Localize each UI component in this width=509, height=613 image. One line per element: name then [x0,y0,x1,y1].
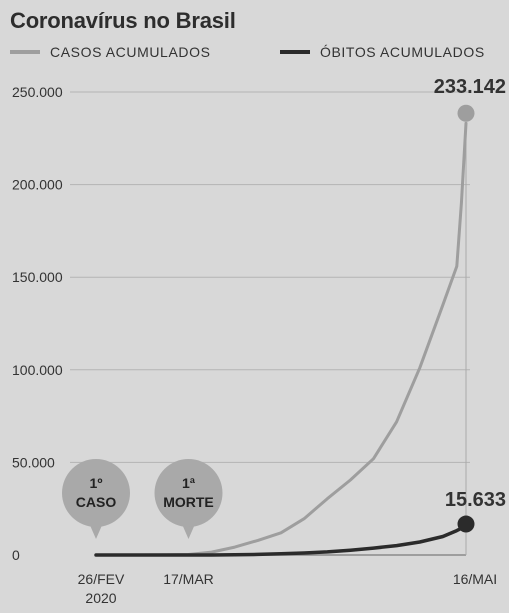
annotation-bubble-1 [154,459,223,527]
y-tick-label-5: 250.000 [12,84,63,100]
y-tick-label-4: 200.000 [12,177,63,193]
annotation-bubble-0 [62,459,130,527]
annotation-pointer-0 [89,523,103,539]
y-tick-label-3: 150.000 [12,269,63,285]
series-line-1 [94,524,468,557]
annotation-pointer-1 [181,523,196,539]
series-end-dot-0 [457,104,475,122]
annotation-text-1-1: MORTE [163,494,214,510]
series-end-label-1: 15.633 [445,489,506,511]
x-tick-label-2-0: 16/MAI [453,571,497,587]
y-tick-label-1: 50.000 [12,454,55,470]
page-title: Coronavírus no Brasil [10,8,236,33]
series-line-0 [94,121,468,557]
legend-item-deaths: ÓBITOS ACUMULADOS [280,44,485,60]
annotation-text-1-0: 1ª [182,475,196,491]
legend-swatch-cases [10,50,40,54]
legend-label-deaths: ÓBITOS ACUMULADOS [320,44,485,60]
x-tick-label-0-1: 2020 [85,590,116,606]
legend-swatch-deaths [280,50,310,54]
x-tick-label-0-0: 26/FEV [78,571,125,587]
x-tick-label-1-0: 17/MAR [163,571,214,587]
series-end-label-0: 233.142 [434,76,506,98]
chart-legend: CASOS ACUMULADOS ÓBITOS ACUMULADOS [10,44,501,64]
series-end-dot-1 [457,515,475,533]
legend-label-cases: CASOS ACUMULADOS [50,44,211,60]
y-tick-label-0: 0 [12,547,20,563]
annotation-text-0-1: CASO [76,494,117,510]
annotation-text-0-0: 1º [90,475,103,491]
y-tick-label-2: 100.000 [12,362,63,378]
legend-item-cases: CASOS ACUMULADOS [10,44,211,60]
